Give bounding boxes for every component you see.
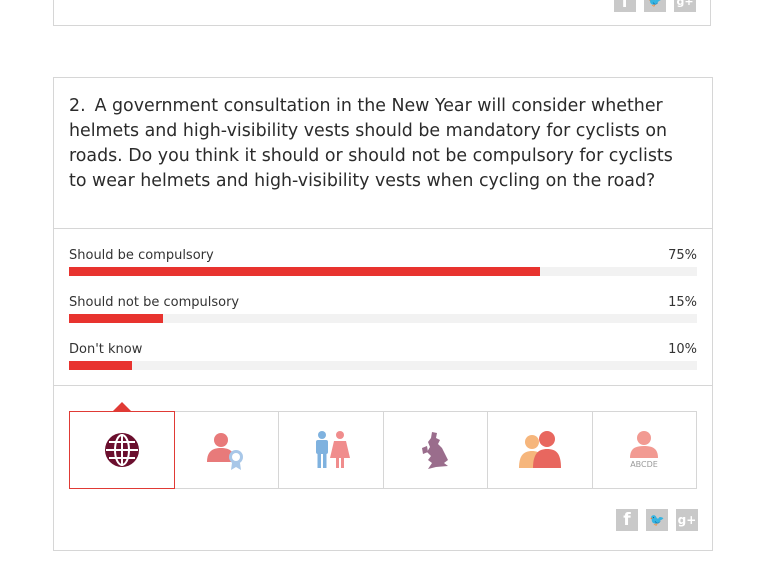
result-bar [69, 267, 540, 276]
tab-gender[interactable] [278, 411, 384, 489]
question-text: 2. A government consultation in the New Y… [69, 94, 694, 194]
tab-social-group[interactable] [487, 411, 593, 489]
result-label: Should be compulsory [69, 248, 214, 263]
globe-icon [104, 433, 139, 467]
result-percent: 75% [668, 248, 697, 263]
tab-region[interactable] [382, 411, 488, 489]
question-card: 2. A government consultation in the New Y… [53, 77, 713, 551]
active-tab-indicator [113, 402, 131, 411]
two-people-icon [518, 431, 561, 468]
divider [54, 385, 712, 386]
tab-grade[interactable]: ABCDE [591, 411, 697, 489]
result-bar [69, 314, 164, 323]
question-body: A government consultation in the New Yea… [69, 96, 673, 191]
result-bar [69, 361, 132, 370]
previous-share-bar: f 🐦 g+ [614, 0, 696, 12]
share-bar: f 🐦 g+ [616, 509, 698, 531]
result-percent: 10% [668, 342, 697, 357]
previous-question-card: f 🐦 g+ [53, 0, 711, 26]
question-number: 2. [69, 96, 86, 116]
tab-age[interactable] [173, 411, 279, 489]
person-award-icon [207, 433, 244, 470]
result-label: Don't know [69, 342, 143, 357]
google-plus-icon[interactable]: g+ [676, 509, 698, 531]
twitter-icon[interactable]: 🐦 [644, 0, 666, 12]
google-plus-icon[interactable]: g+ [674, 0, 696, 12]
tab-all[interactable] [69, 402, 175, 489]
grade-caption: ABCDE [630, 460, 658, 469]
divider [54, 228, 712, 229]
result-bar-track [69, 267, 697, 276]
twitter-icon[interactable]: 🐦 [646, 509, 668, 531]
result-label: Should not be compulsory [69, 295, 240, 310]
male-female-icon [315, 431, 350, 468]
facebook-icon[interactable]: f [614, 0, 636, 12]
facebook-icon[interactable]: f [616, 509, 638, 531]
result-bar-track [69, 314, 697, 323]
person-grade-icon: ABCDE [630, 431, 659, 469]
result-percent: 15% [668, 295, 697, 310]
result-bar-track [69, 361, 697, 370]
uk-map-icon [422, 432, 449, 469]
demographic-filter-tabs: ABCDE [69, 402, 697, 489]
